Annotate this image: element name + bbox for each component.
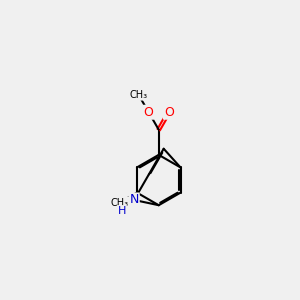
Text: O: O bbox=[164, 106, 174, 119]
Text: CH₃: CH₃ bbox=[130, 90, 148, 100]
Text: N: N bbox=[129, 194, 139, 206]
Text: O: O bbox=[144, 106, 154, 119]
Text: H: H bbox=[118, 206, 126, 216]
Text: CH₃: CH₃ bbox=[110, 198, 128, 208]
